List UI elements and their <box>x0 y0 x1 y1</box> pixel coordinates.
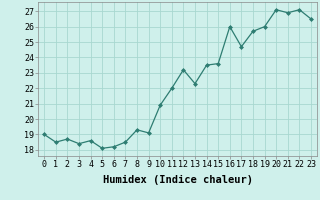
X-axis label: Humidex (Indice chaleur): Humidex (Indice chaleur) <box>103 175 252 185</box>
